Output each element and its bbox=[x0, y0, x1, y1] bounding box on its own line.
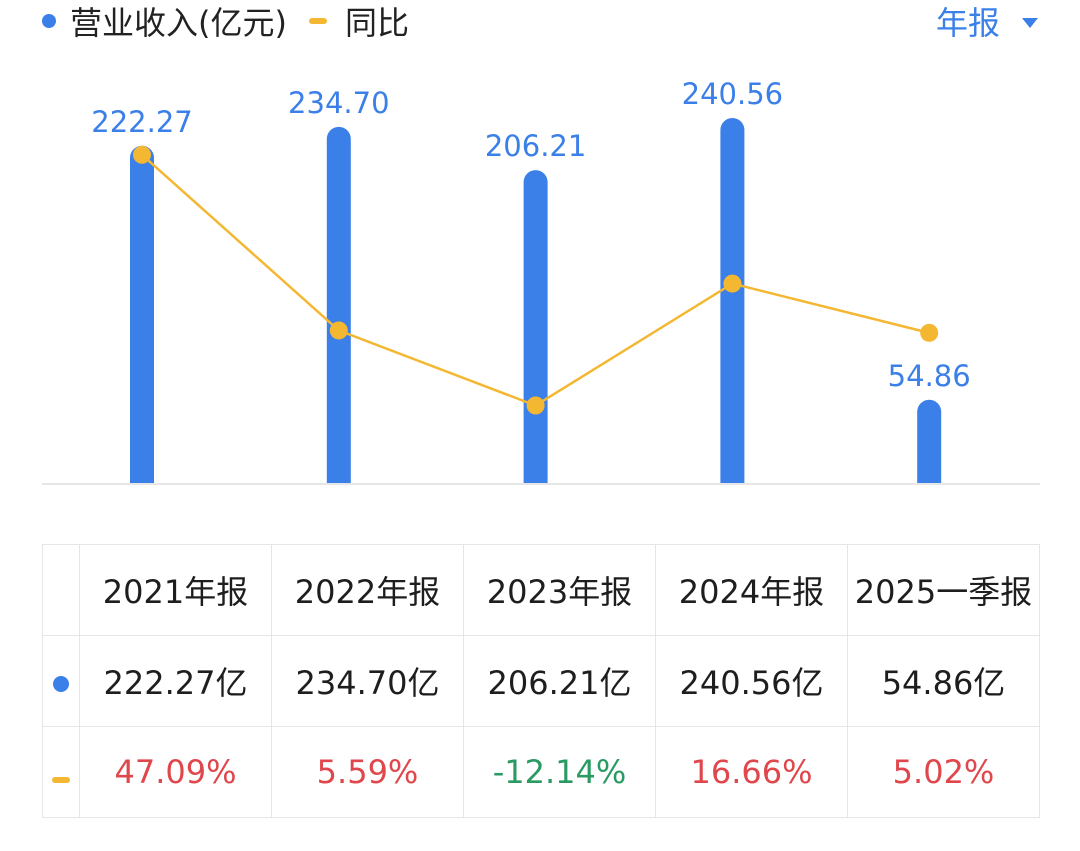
revenue-bar bbox=[917, 399, 942, 483]
revenue-bar bbox=[523, 170, 548, 483]
revenue-cell: 234.70亿 bbox=[271, 635, 464, 727]
table-header-cell: 2022年报 bbox=[271, 544, 464, 636]
revenue-legend-dot bbox=[42, 14, 56, 28]
yoy-legend-label: 同比 bbox=[344, 4, 409, 42]
yoy-point bbox=[723, 274, 742, 293]
yoy-dash-icon bbox=[52, 777, 70, 783]
bar-value-label: 240.56 bbox=[682, 77, 783, 111]
revenue-cell: 240.56亿 bbox=[655, 635, 848, 727]
revenue-cell: 206.21亿 bbox=[463, 635, 656, 727]
yoy-point bbox=[920, 323, 939, 342]
yoy-cell: 47.09% bbox=[79, 726, 272, 818]
yoy-cell: -12.14% bbox=[463, 726, 656, 818]
period-dropdown-label: 年报 bbox=[935, 4, 1000, 42]
caret-down-icon bbox=[1022, 18, 1038, 28]
table-row-yoy: 47.09% 5.59% -12.14% 16.66% 5.02% bbox=[42, 726, 1040, 818]
table-header-key bbox=[42, 544, 80, 636]
revenue-row-key bbox=[42, 635, 80, 727]
revenue-bar bbox=[720, 118, 745, 484]
table-header-cell: 2023年报 bbox=[463, 544, 656, 636]
table-row-revenue: 222.27亿 234.70亿 206.21亿 240.56亿 54.86亿 bbox=[42, 635, 1040, 727]
yoy-cell: 16.66% bbox=[655, 726, 848, 818]
yoy-point bbox=[329, 321, 348, 340]
revenue-chart: 222.27 234.70 206.21 240.56 54.86 bbox=[91, 77, 971, 484]
chart-legend: 营业收入(亿元) 同比 bbox=[42, 0, 409, 42]
yoy-row-key bbox=[42, 726, 80, 818]
bar-value-label: 234.70 bbox=[288, 86, 389, 120]
yoy-cell: 5.59% bbox=[271, 726, 464, 818]
yoy-legend-dash bbox=[308, 18, 327, 24]
table-header-cell: 2021年报 bbox=[79, 544, 272, 636]
revenue-bar bbox=[326, 126, 351, 483]
bar-value-label: 54.86 bbox=[888, 359, 971, 393]
table-header-cell: 2024年报 bbox=[655, 544, 848, 636]
yoy-point bbox=[133, 145, 151, 164]
period-dropdown[interactable]: 年报 bbox=[936, 0, 1038, 42]
revenue-dot-icon bbox=[53, 676, 69, 692]
revenue-cell: 54.86亿 bbox=[847, 635, 1040, 727]
revenue-cell: 222.27亿 bbox=[79, 635, 272, 727]
data-table: 2021年报 2022年报 2023年报 2024年报 2025一季报 222.… bbox=[42, 544, 1040, 818]
x-axis-line bbox=[42, 483, 1040, 485]
yoy-point bbox=[526, 396, 545, 415]
table-header-cell: 2025一季报 bbox=[847, 544, 1040, 636]
revenue-legend-label: 营业收入(亿元) bbox=[70, 4, 287, 42]
table-header-row: 2021年报 2022年报 2023年报 2024年报 2025一季报 bbox=[42, 544, 1040, 636]
revenue-bar bbox=[130, 145, 154, 483]
yoy-cell: 5.02% bbox=[847, 726, 1040, 818]
bar-value-label: 206.21 bbox=[485, 129, 586, 163]
bar-value-label: 222.27 bbox=[91, 105, 192, 139]
